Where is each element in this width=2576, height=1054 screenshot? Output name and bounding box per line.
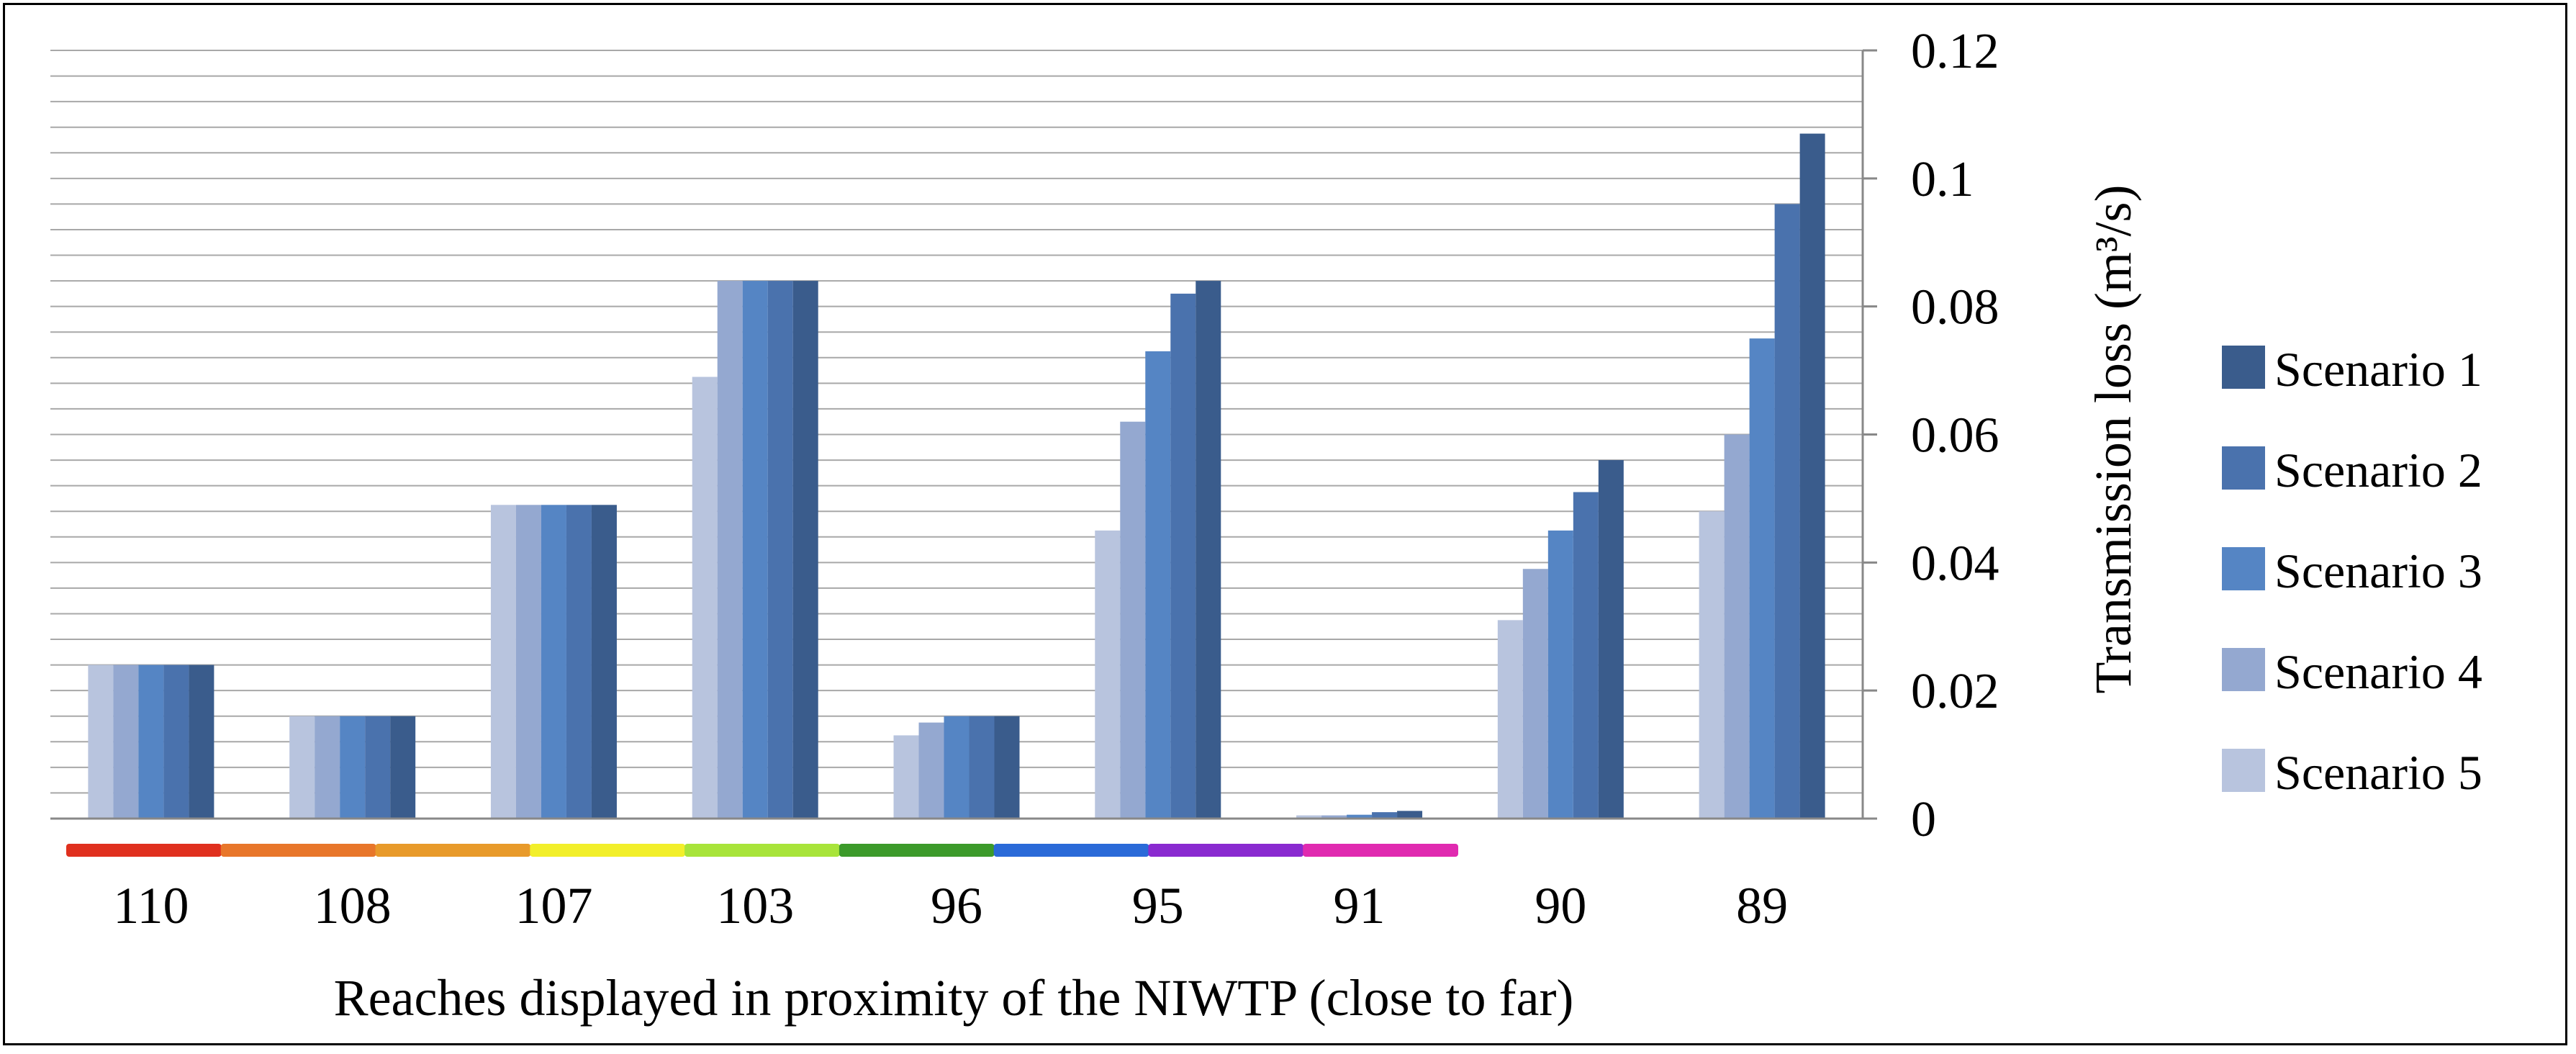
y-tick-label: 0.1 (1911, 152, 1974, 207)
bar (1699, 511, 1725, 819)
bar (1598, 460, 1624, 819)
x-axis-title: Reaches displayed in proximity of the NI… (334, 969, 1574, 1027)
bar (1547, 530, 1573, 819)
bar (792, 281, 818, 819)
bar (1774, 204, 1800, 819)
legend-swatch (2222, 547, 2265, 590)
proximity-segment (66, 844, 222, 857)
legend-swatch (2222, 648, 2265, 691)
y-tick-label: 0.06 (1911, 408, 1999, 464)
bar (969, 716, 995, 819)
bar (390, 716, 416, 819)
legend-label: Scenario 3 (2274, 544, 2482, 598)
bar (88, 665, 114, 819)
proximity-segment (530, 844, 686, 857)
bar (1095, 530, 1121, 819)
y-tick-label: 0.02 (1911, 664, 1999, 719)
bar (490, 505, 516, 819)
proximity-segment (375, 844, 531, 857)
proximity-segment (684, 844, 840, 857)
bar (1522, 569, 1548, 819)
bar (591, 505, 617, 819)
bar (994, 716, 1020, 819)
bar (1120, 421, 1146, 819)
bar (692, 377, 718, 819)
legend-label: Scenario 4 (2274, 644, 2482, 699)
legend: Scenario 1 Scenario 2 Scenario 3 Scenario 4… (2222, 342, 2482, 800)
bar (918, 722, 944, 819)
bar (1749, 338, 1775, 819)
bars (88, 133, 1825, 819)
x-tick-label: 90 (1535, 877, 1586, 934)
bar (1799, 133, 1825, 819)
bar (113, 665, 139, 819)
bar (1573, 492, 1599, 819)
bar (1170, 293, 1196, 819)
bar (1397, 811, 1423, 819)
bar (944, 716, 970, 819)
legend-swatch (2222, 346, 2265, 389)
bar (1296, 815, 1322, 819)
bar (315, 716, 340, 819)
proximity-segment (1303, 844, 1458, 857)
x-tick-label: 96 (931, 877, 982, 934)
bar (1372, 812, 1398, 819)
bar (1724, 434, 1750, 819)
bar (138, 665, 164, 819)
bar (1196, 281, 1221, 819)
x-tick-label: 89 (1736, 877, 1788, 934)
y-tick-label: 0.04 (1911, 536, 1999, 591)
x-axis-categories: 110 108 107 103 96 95 91 90 89 (113, 877, 1788, 934)
bar (742, 281, 768, 819)
bar (1321, 815, 1347, 819)
bar (340, 716, 366, 819)
bar (163, 665, 189, 819)
x-tick-label: 95 (1132, 877, 1184, 934)
proximity-color-bar (66, 844, 1458, 857)
x-tick-label: 108 (314, 877, 392, 934)
x-tick-label: 110 (113, 877, 189, 934)
y-axis-title-main: Transmission loss (2084, 323, 2142, 694)
legend-swatch (2222, 749, 2265, 792)
bar (767, 281, 793, 819)
bar (566, 505, 592, 819)
chart-frame (3, 3, 2567, 1045)
bar (1145, 351, 1171, 819)
y-tick-label: 0.08 (1911, 280, 1999, 335)
proximity-segment (1148, 844, 1304, 857)
x-tick-label: 103 (716, 877, 794, 934)
x-tick-label: 91 (1334, 877, 1386, 934)
bar (515, 505, 541, 819)
bar (189, 665, 214, 819)
y-axis-title: Transmission loss (m³/s) (2084, 184, 2142, 693)
legend-label: Scenario 5 (2274, 745, 2482, 800)
legend-swatch (2222, 446, 2265, 490)
bar (893, 735, 919, 819)
x-tick-label: 107 (515, 877, 592, 934)
legend-label: Scenario 2 (2274, 443, 2482, 497)
bar (365, 716, 391, 819)
bar (1497, 620, 1523, 819)
y-tick-label: 0 (1911, 792, 1936, 847)
y-axis-title-unit: (m³/s) (2084, 184, 2142, 310)
proximity-segment (993, 844, 1149, 857)
bar (717, 281, 743, 819)
legend-label: Scenario 1 (2274, 342, 2482, 397)
proximity-segment (220, 844, 376, 857)
bar (541, 505, 566, 819)
proximity-segment (839, 844, 995, 857)
y-axis-ticks: 0 0.02 0.04 0.06 0.08 0.1 0.12 (1863, 24, 1999, 847)
bar (289, 716, 315, 819)
bar (1347, 814, 1373, 819)
y-tick-label: 0.12 (1911, 24, 1999, 79)
